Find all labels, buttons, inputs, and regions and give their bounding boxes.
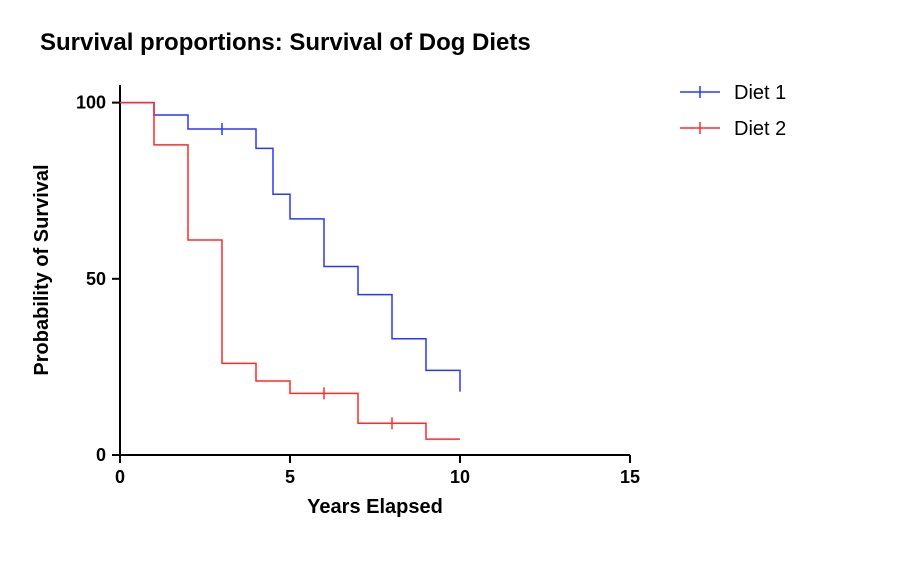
y-tick-label: 100 (76, 93, 106, 113)
x-tick-label: 15 (620, 467, 640, 487)
x-tick-label: 10 (450, 467, 470, 487)
legend-label: Diet 1 (734, 82, 786, 104)
x-tick-label: 0 (115, 467, 125, 487)
x-ticks: 0 5 10 15 (115, 455, 640, 487)
chart-title: Survival proportions: Survival of Dog Di… (40, 29, 531, 56)
legend-label: Diet 2 (734, 118, 786, 140)
series-group (120, 103, 460, 440)
chart-container: Survival proportions: Survival of Dog Di… (0, 0, 901, 569)
x-tick-label: 5 (285, 467, 295, 487)
y-tick-label: 0 (96, 445, 106, 465)
legend: Diet 1 Diet 2 (680, 82, 786, 140)
axes (120, 85, 630, 455)
y-tick-label: 50 (86, 269, 106, 289)
series-line-1 (120, 103, 460, 392)
y-axis-label: Probability of Survival (31, 164, 53, 375)
x-axis-label: Years Elapsed (307, 496, 443, 518)
survival-chart-svg: Survival proportions: Survival of Dog Di… (0, 0, 901, 569)
y-ticks: 0 50 100 (76, 93, 120, 465)
series-line-2 (120, 103, 460, 440)
